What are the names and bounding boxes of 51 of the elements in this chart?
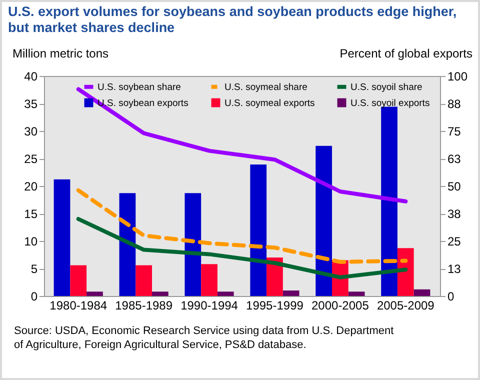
bar bbox=[136, 265, 152, 296]
y-tick-label: 5 bbox=[30, 262, 38, 276]
y-tick-label: 35 bbox=[24, 97, 38, 111]
bar bbox=[70, 265, 87, 296]
y-tick-label: 20 bbox=[24, 180, 38, 194]
y-tick-label: 15 bbox=[24, 207, 38, 221]
y2-tick-label: 75 bbox=[448, 124, 462, 138]
bar bbox=[414, 289, 430, 296]
x-tick-label: 1990-1994 bbox=[180, 298, 238, 312]
bar bbox=[119, 193, 136, 296]
source-note: Source: USDA, Economic Research Service using data from U.S. Department of Agriculture, Foreign Agricultural Service, PS&D database. bbox=[14, 324, 394, 352]
chart-title: U.S. export volumes for soybeans and soybean products edge higher, but market shares decline bbox=[8, 4, 458, 36]
bar bbox=[54, 179, 70, 296]
bar bbox=[217, 292, 234, 296]
line-series bbox=[76, 188, 408, 264]
x-tick-label: 2005-2009 bbox=[376, 298, 435, 312]
x-tick-label: 1980-1984 bbox=[50, 298, 108, 312]
bar bbox=[201, 264, 218, 296]
bar bbox=[397, 248, 414, 296]
y2-tick-label: 13 bbox=[448, 262, 462, 276]
legend-label: U.S. soymeal share bbox=[224, 82, 308, 93]
bar bbox=[152, 292, 168, 296]
y-tick-label: 30 bbox=[24, 124, 38, 138]
x-tick-label: 2000-2005 bbox=[311, 298, 370, 312]
bar bbox=[316, 146, 332, 296]
bar bbox=[348, 292, 365, 296]
legend-label: U.S. soybean share bbox=[98, 82, 181, 93]
bar bbox=[381, 106, 398, 296]
bar bbox=[282, 290, 300, 296]
y-tick-label: 40 bbox=[24, 70, 38, 84]
legend-label: U.S. soyoil share bbox=[350, 82, 422, 93]
y2-tick-label: 88 bbox=[448, 97, 462, 111]
line-series bbox=[76, 217, 408, 280]
y2-tick-label: 50 bbox=[448, 180, 462, 194]
y2-tick-label: 100 bbox=[448, 70, 468, 84]
y2-axis-title: Percent of global exports bbox=[340, 46, 472, 60]
y-tick-label: 25 bbox=[24, 152, 38, 166]
x-tick-label: 1995-1999 bbox=[246, 298, 304, 312]
bar bbox=[86, 292, 103, 296]
legend-label: U.S. soymeal exports bbox=[224, 98, 316, 109]
legend-label: U.S. soyoil exports bbox=[350, 98, 430, 109]
y-tick-label: 0 bbox=[30, 290, 38, 304]
x-tick-label: 1985-1989 bbox=[115, 298, 173, 312]
y-tick-label: 10 bbox=[24, 234, 38, 248]
y2-tick-label: 63 bbox=[448, 152, 462, 166]
y2-tick-label: 38 bbox=[448, 207, 462, 221]
bar bbox=[184, 193, 202, 296]
y2-tick-label: 25 bbox=[448, 234, 462, 248]
y-axis-title: Million metric tons bbox=[12, 46, 109, 60]
bar bbox=[250, 164, 267, 296]
y2-tick-label: 0 bbox=[448, 290, 454, 304]
